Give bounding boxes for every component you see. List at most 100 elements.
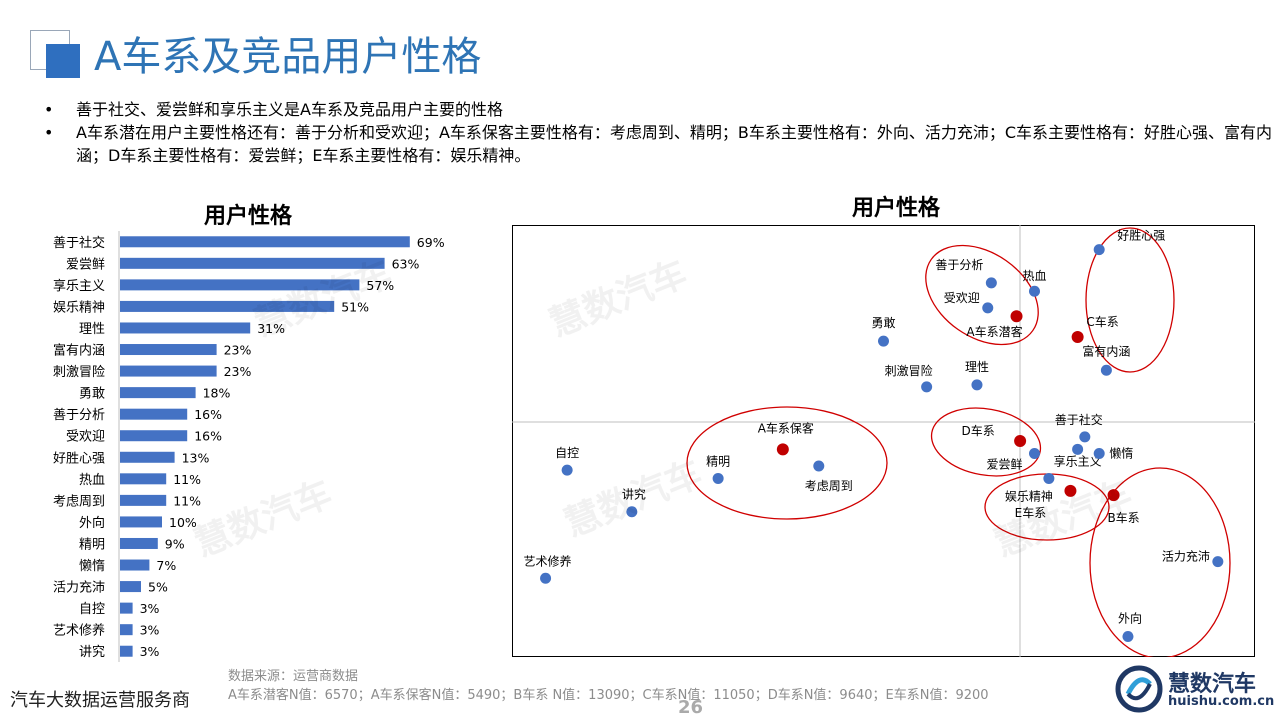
bar-value-label: 69% — [417, 235, 445, 250]
bullet-list: • 善于社交、爱尝鲜和享乐主义是A车系及竞品用户主要的性格 • A车系潜在用户主… — [44, 98, 1274, 167]
bar-category-label: 活力充沛 — [53, 580, 105, 596]
bar-value-label: 3% — [140, 644, 160, 659]
scatter-chart-title: 用户性格 — [852, 196, 941, 221]
scatter-point-label: 理性 — [965, 360, 989, 374]
bar-value-label: 11% — [173, 472, 201, 487]
brand-point-label: E车系 — [1015, 505, 1047, 520]
bar — [120, 408, 188, 420]
sample-size-line: A车系潜客N值：6570；A车系保客N值：5490；B车系 N值：13090；C… — [228, 688, 989, 703]
scatter-point — [1100, 364, 1112, 376]
bar — [120, 344, 217, 356]
brand-point-label: B车系 — [1107, 510, 1139, 525]
scatter-point — [1079, 431, 1091, 443]
bullet-item: • 善于社交、爱尝鲜和享乐主义是A车系及竞品用户主要的性格 — [44, 98, 1274, 121]
scatter-point-label: 富有内涵 — [1082, 343, 1130, 358]
scatter-point — [1212, 556, 1224, 568]
scatter-point — [1093, 447, 1105, 459]
scatter-point-label: 热血 — [1022, 269, 1046, 283]
cluster-ellipse — [925, 244, 1039, 346]
bar-chart-title: 用户性格 — [204, 204, 293, 229]
brand-url: huishu.com.cn — [1168, 694, 1275, 709]
brand-point-label: A车系潜客 — [966, 324, 1022, 339]
scatter-plot-frame — [512, 225, 1255, 657]
bar-value-label: 23% — [224, 364, 252, 379]
page-title: A车系及竞品用户性格 — [94, 34, 482, 80]
bar-category-label: 外向 — [79, 515, 105, 531]
bar — [120, 257, 385, 269]
bar — [120, 624, 133, 636]
brand-point — [1071, 331, 1084, 343]
bar-value-label: 9% — [165, 536, 185, 551]
bar — [120, 451, 175, 463]
scatter-point — [1122, 631, 1134, 643]
scatter-point-label: 活力充沛 — [1162, 549, 1210, 564]
bar-value-label: 57% — [366, 278, 394, 293]
bar-value-label: 31% — [257, 321, 285, 336]
bar-value-label: 16% — [194, 429, 222, 444]
bar — [120, 559, 150, 571]
brand-point — [1014, 435, 1027, 447]
bar-value-label: 51% — [341, 299, 369, 314]
bar — [120, 236, 410, 248]
bar-value-label: 16% — [194, 407, 222, 422]
bar-value-label: 3% — [140, 601, 160, 616]
bar — [120, 300, 335, 312]
scatter-point — [626, 506, 638, 518]
scatter-point — [985, 277, 997, 289]
bar-value-label: 18% — [203, 386, 231, 401]
scatter-point-label: 刺激冒险 — [885, 363, 933, 378]
bullet-marker: • — [44, 100, 54, 119]
bar — [120, 473, 167, 485]
bullet-text: A车系潜在用户主要性格还有：善于分析和受欢迎；A车系保客主要性格有：考虑周到、精… — [76, 123, 1273, 165]
scatter-point-label: 善于分析 — [935, 257, 983, 272]
bar-category-label: 考虑周到 — [53, 494, 105, 509]
bar-category-label: 懒惰 — [79, 559, 105, 574]
bar — [120, 365, 217, 377]
bar-category-label: 享乐主义 — [53, 278, 105, 294]
bar-category-label: 善于社交 — [53, 235, 105, 251]
bar-category-label: 娱乐精神 — [53, 300, 105, 315]
bar-category-label: 精明 — [79, 537, 105, 552]
scatter-point — [1072, 443, 1084, 455]
bar-value-label: 5% — [148, 580, 168, 595]
bar-category-label: 爱尝鲜 — [66, 257, 105, 272]
scatter-point — [971, 379, 983, 391]
scatter-point-label: 娱乐精神 — [1005, 489, 1053, 503]
title-decoration-square — [46, 44, 80, 78]
bar-value-label: 7% — [156, 558, 176, 573]
bar-category-label: 热血 — [79, 473, 105, 488]
bullet-item: • A车系潜在用户主要性格还有：善于分析和受欢迎；A车系保客主要性格有：考虑周到… — [44, 121, 1274, 167]
scatter-point-label: 自控 — [555, 446, 579, 460]
scatter-point — [878, 335, 889, 347]
bar-value-label: 10% — [169, 515, 197, 530]
brand-point-label: A车系保客 — [758, 420, 814, 435]
bullet-marker: • — [44, 123, 54, 142]
scatter-point — [1028, 285, 1040, 297]
cluster-ellipse — [1085, 227, 1175, 373]
data-source-note: 数据来源：运营商数据 A车系潜客N值：6570；A车系保客N值：5490；B车系… — [228, 667, 989, 705]
scatter-point-label: 外向 — [1118, 611, 1142, 626]
bar-category-label: 好胜心强 — [53, 451, 105, 466]
brand-point-label: D车系 — [961, 423, 994, 438]
bar — [120, 645, 133, 657]
bar — [120, 581, 141, 593]
scatter-point — [1093, 244, 1105, 256]
bar-category-label: 艺术修养 — [53, 623, 105, 639]
scatter-point — [982, 302, 994, 314]
bar — [120, 602, 133, 614]
page-number: 26 — [678, 697, 704, 718]
scatter-point — [561, 464, 573, 476]
brand-logo-icon — [1115, 665, 1163, 713]
brand-point — [1107, 489, 1120, 502]
bar-value-label: 11% — [173, 493, 201, 508]
bar-category-label: 讲究 — [79, 645, 105, 660]
bar-category-label: 富有内涵 — [53, 343, 105, 359]
bar-category-label: 理性 — [79, 322, 105, 337]
bar-category-label: 刺激冒险 — [53, 365, 105, 380]
data-source-line: 数据来源：运营商数据 — [228, 669, 359, 684]
bar — [120, 537, 158, 549]
bar-category-label: 受欢迎 — [66, 430, 105, 445]
bar — [120, 494, 167, 506]
scatter-point — [921, 381, 933, 393]
bar — [120, 322, 251, 334]
